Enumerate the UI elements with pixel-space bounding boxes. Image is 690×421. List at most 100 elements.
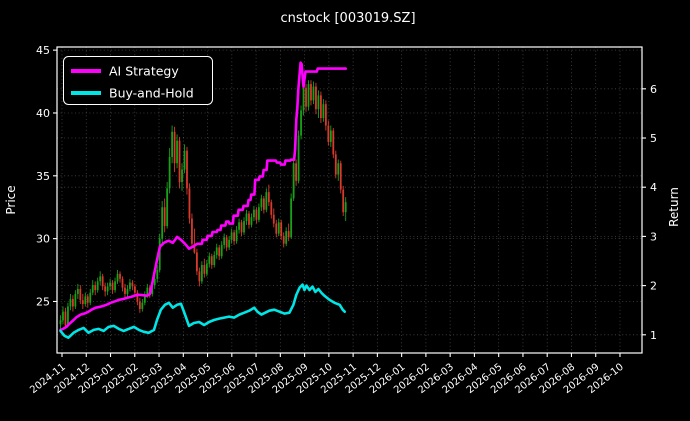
candle	[161, 207, 164, 239]
candle	[253, 209, 255, 218]
candle	[109, 282, 111, 287]
candle	[136, 292, 139, 302]
candle	[193, 243, 196, 253]
candle	[324, 104, 327, 126]
axis-ticks	[53, 49, 646, 357]
candle	[141, 302, 144, 310]
candle	[322, 104, 325, 119]
candle	[89, 292, 92, 303]
candle	[287, 231, 290, 238]
candle	[302, 87, 305, 111]
price-tick-labels: 25 30 35 40 45	[36, 44, 50, 308]
candle	[114, 281, 116, 291]
candle	[223, 237, 226, 245]
candle	[267, 192, 270, 203]
candle	[315, 86, 317, 110]
candle	[245, 213, 248, 222]
candle	[275, 223, 278, 234]
candle	[173, 131, 176, 164]
candle	[81, 300, 84, 304]
candle	[129, 282, 131, 289]
candle	[67, 306, 69, 326]
candle	[240, 222, 243, 233]
date-tick-labels: 2024-112024-122025-012025-022025-032025-…	[28, 362, 626, 396]
candle	[320, 95, 322, 119]
candle	[220, 244, 223, 257]
candle	[151, 285, 154, 294]
candle	[198, 271, 201, 282]
candle	[91, 285, 94, 293]
candle	[342, 189, 345, 213]
candle	[166, 188, 169, 227]
candle	[119, 273, 121, 279]
candle	[258, 207, 260, 220]
buy-and-hold-line	[59, 283, 347, 340]
candle	[310, 84, 312, 101]
candle	[156, 270, 159, 279]
candle	[208, 256, 211, 264]
candle	[76, 288, 79, 294]
candle	[99, 276, 102, 282]
candle	[183, 150, 186, 170]
candle	[94, 285, 97, 291]
candle	[238, 222, 240, 230]
candle	[203, 265, 206, 274]
candle	[116, 273, 119, 282]
legend-label-ai-strategy: AI Strategy	[109, 64, 179, 79]
candle	[86, 296, 89, 303]
return-tick-label: 5	[650, 132, 657, 145]
candle	[317, 95, 320, 110]
candle	[255, 209, 258, 220]
price-tick-label: 35	[36, 170, 50, 183]
strategy-lines	[59, 61, 348, 340]
return-tick-label: 4	[650, 181, 657, 194]
candle	[138, 301, 141, 310]
candle	[230, 232, 233, 240]
candle	[228, 239, 231, 248]
candle	[72, 298, 74, 307]
candle	[334, 154, 337, 175]
candle	[111, 282, 114, 291]
candle	[121, 278, 124, 288]
candle	[200, 265, 203, 282]
candle	[74, 293, 77, 307]
plot-border	[56, 46, 643, 354]
candle	[146, 287, 149, 296]
candle	[171, 131, 173, 157]
candle	[312, 86, 315, 101]
candle	[176, 140, 178, 164]
candle	[205, 263, 208, 274]
price-axis-label: Price	[4, 185, 18, 214]
candle	[188, 188, 191, 219]
candle	[59, 320, 62, 325]
candle	[260, 198, 263, 208]
return-tick-label: 2	[650, 280, 657, 293]
chart-title: cnstock [003019.SZ]	[280, 11, 415, 26]
candle	[337, 163, 340, 175]
price-tick-label: 25	[36, 295, 50, 308]
price-tick-label: 45	[36, 44, 50, 57]
candle	[339, 163, 342, 190]
candle	[210, 256, 213, 266]
candlestick-series	[59, 80, 347, 332]
legend-label-buy-and-hold: Buy-and-Hold	[109, 86, 194, 101]
candle	[282, 236, 285, 244]
price-tick-label: 30	[36, 233, 50, 246]
candle	[225, 237, 228, 248]
candle	[186, 150, 188, 189]
candle	[84, 296, 87, 304]
candle	[163, 207, 166, 227]
candle	[248, 213, 250, 225]
gridlines	[57, 47, 642, 353]
candle	[62, 311, 64, 321]
return-tick-label: 1	[650, 329, 657, 342]
candle	[104, 286, 107, 292]
candle	[181, 169, 183, 183]
candle	[265, 192, 268, 210]
candle	[235, 229, 238, 242]
candle	[143, 295, 146, 303]
candle	[124, 287, 126, 294]
ai-strategy-line	[59, 61, 348, 332]
candle	[329, 130, 332, 142]
